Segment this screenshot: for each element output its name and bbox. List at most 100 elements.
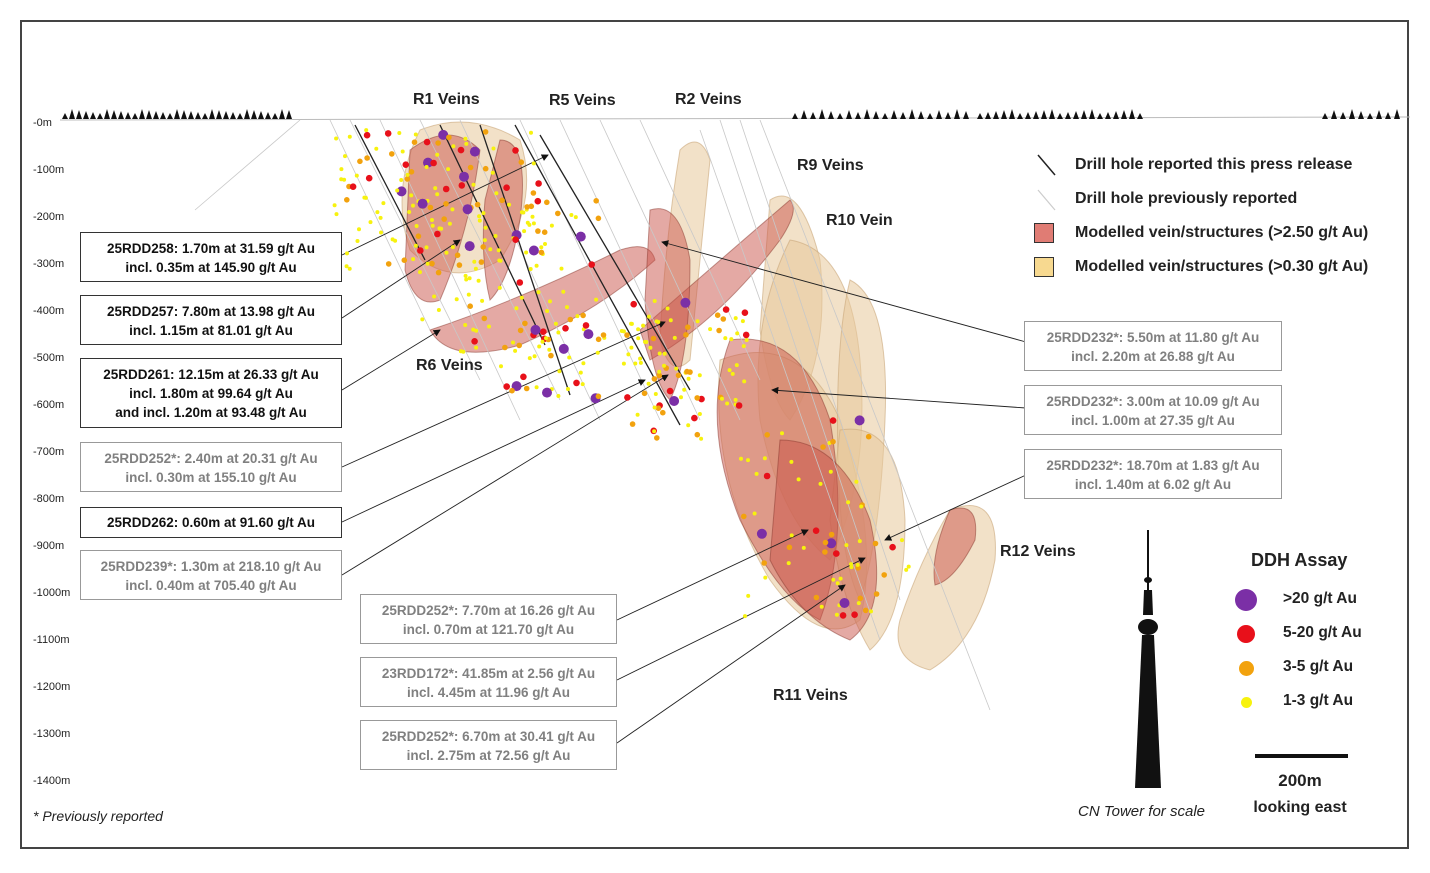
assay-point [365, 174, 373, 182]
tree-icon [1322, 113, 1328, 119]
legend-high-grade: Modelled vein/structures (>2.50 g/t Au) [1075, 224, 1369, 241]
assay-point [674, 366, 679, 371]
assay-point [545, 309, 550, 313]
assay-point [429, 260, 435, 267]
assay-point [722, 306, 730, 313]
callout-line: incl. 0.40m at 705.40 g/t Au [125, 578, 297, 593]
depth-label: -1400m [33, 775, 71, 787]
tree-icon [1340, 112, 1346, 119]
assay-point [424, 245, 429, 250]
assay-point [469, 146, 480, 157]
assay-point [464, 277, 469, 282]
assay-point [849, 565, 854, 570]
assay-point [432, 294, 437, 299]
tree-icon [160, 112, 166, 119]
assay-point [466, 292, 471, 297]
assay-point [344, 197, 350, 203]
assay-point [558, 343, 569, 354]
assay-point [695, 319, 700, 324]
assay-point [413, 243, 418, 248]
assay-point [490, 170, 495, 175]
depth-label: -900m [33, 540, 65, 552]
assay-point [438, 129, 449, 140]
assay-point [434, 230, 441, 238]
callout-line: 25RDD232*: 3.00m at 10.09 g/t Au [1046, 394, 1260, 409]
assay-point [459, 171, 469, 182]
assay-point [822, 539, 829, 546]
assay-point [729, 337, 734, 342]
assay-point [364, 128, 369, 133]
depth-label: -600m [33, 399, 65, 411]
assay-point [435, 140, 441, 146]
scale-value: 200m [1278, 771, 1322, 790]
callout-25rdd232-b: 25RDD232*: 3.00m at 10.09 g/t Au incl. 1… [1024, 385, 1282, 435]
assay-point [411, 257, 416, 262]
assay-point [463, 323, 468, 327]
callout-25rdd252-b: 25RDD252*: 7.70m at 16.26 g/t Au incl. 0… [360, 594, 617, 644]
tree-icon [837, 113, 843, 119]
assay-point [482, 238, 487, 243]
assay-point [507, 202, 512, 207]
callout-line: incl. 4.45m at 11.96 g/t Au [406, 685, 571, 700]
callout-25rdd258: 25RDD258: 1.70m at 31.59 g/t Au incl. 0.… [80, 232, 342, 282]
assay-point [621, 361, 626, 366]
assay-point [694, 431, 701, 438]
callout-23rdd172: 23RDD172*: 41.85m at 2.56 g/t Au incl. 4… [360, 657, 617, 707]
assay-point [668, 318, 673, 323]
tree-icon [846, 110, 852, 119]
assay-point [854, 479, 859, 484]
assay-point [595, 336, 602, 343]
assay-point [708, 327, 713, 332]
assay-point [691, 414, 698, 422]
tree-icon [977, 113, 983, 119]
r2-vein-core [644, 208, 691, 401]
assay-point [756, 528, 767, 539]
assay-point [503, 383, 511, 390]
tree-icon [1033, 111, 1039, 119]
assay-point [509, 387, 515, 394]
assay-point [652, 299, 657, 303]
assay-point [780, 431, 784, 436]
assay-point [553, 321, 558, 326]
assay-point [801, 545, 806, 550]
vein-label-r12: R12 Veins [1000, 543, 1076, 560]
assay-point [789, 533, 794, 538]
assay-point [720, 316, 727, 322]
assay-point [474, 345, 479, 350]
depth-label: -200m [33, 211, 65, 223]
callout-line: 25RDD232*: 18.70m at 1.83 g/t Au [1046, 458, 1260, 473]
assay-point [656, 372, 662, 379]
tree-icon [1017, 113, 1023, 119]
tree-icon [1121, 110, 1127, 119]
assay-point [635, 412, 640, 417]
assay-point [347, 134, 352, 139]
assay-point [524, 204, 530, 210]
legend-current-hole-line [1037, 154, 1056, 176]
tree-icon [118, 111, 124, 119]
assay-point [849, 562, 853, 567]
tree-icon [873, 111, 879, 119]
callout-line: and incl. 1.20m at 93.48 g/t Au [115, 405, 307, 420]
assay-point [567, 355, 572, 360]
legend-previous-hole-line [1037, 189, 1056, 211]
assay-point [493, 234, 498, 238]
assay-point [457, 146, 465, 154]
assay-point [669, 396, 680, 406]
tree-icon [882, 113, 888, 119]
assay-point [435, 269, 442, 276]
assay-point [846, 500, 851, 505]
assay-point [581, 361, 586, 366]
assay-point [687, 369, 693, 375]
callout-line: incl. 0.35m at 145.90 g/t Au [125, 260, 297, 275]
tree-icon [945, 112, 951, 119]
assay-point [652, 405, 657, 410]
assay-point [413, 132, 418, 137]
assay-point [739, 456, 743, 461]
assay-point [666, 387, 674, 395]
assay-point [516, 279, 524, 286]
assay-point [744, 338, 749, 342]
assay-point [831, 577, 836, 582]
assay-point [542, 387, 552, 398]
assay-point [839, 612, 847, 619]
tree-icon [230, 112, 236, 119]
